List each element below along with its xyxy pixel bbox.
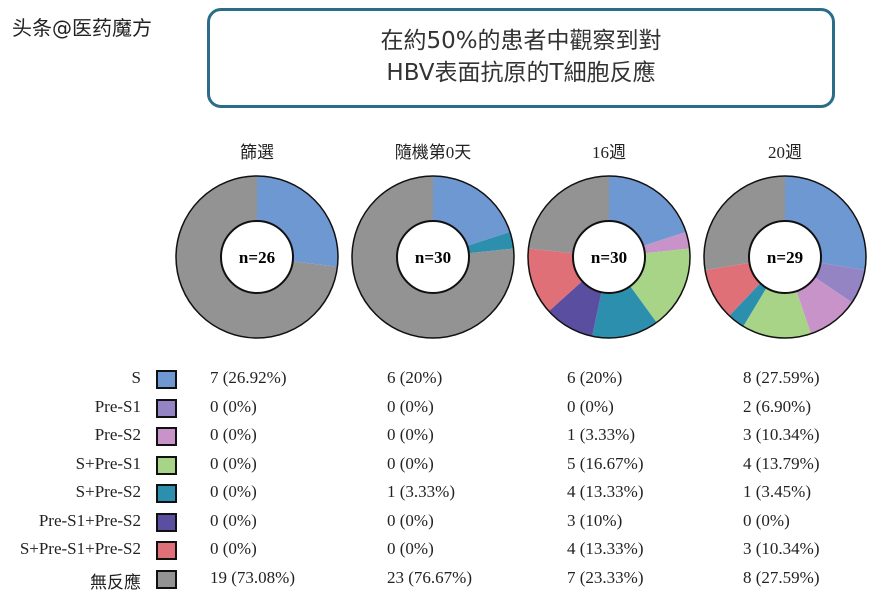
table-cell: 6 (20%)	[567, 368, 623, 387]
table-cell: 0 (0%)	[210, 454, 257, 473]
legend-swatch	[156, 370, 177, 389]
donut-slice-S	[785, 176, 866, 271]
donut-hole	[396, 220, 470, 294]
n-label: n=30	[591, 248, 627, 267]
legend-label: S+Pre-S1	[75, 454, 141, 473]
watermark: 头条@医药魔方	[12, 16, 152, 40]
legend-label: S+Pre-S1+Pre-S2	[19, 539, 141, 558]
table-cell: 3 (10.34%)	[743, 539, 820, 558]
table-cell: 0 (0%)	[210, 539, 257, 558]
column-header: 16週	[592, 143, 626, 162]
donut-slice-S+Pre-S1	[743, 287, 811, 339]
donut-outline	[527, 175, 691, 339]
legend-swatch	[156, 427, 177, 446]
legend-swatch	[156, 513, 177, 532]
table-cell: 7 (23.33%)	[567, 568, 644, 587]
donut-slice-Pre-S2	[643, 231, 690, 254]
donut-slice-Pre-S2	[796, 277, 853, 334]
legend-label: S+Pre-S2	[75, 482, 141, 501]
donut-slice-S+Pre-S1+Pre-S2	[528, 248, 583, 312]
table-cell: 8 (27.59%)	[743, 568, 820, 587]
legend-swatch	[156, 570, 177, 589]
title-box: 在約50%的患者中觀察到對 HBV表面抗原的T細胞反應	[207, 8, 835, 108]
table-cell: 1 (3.45%)	[743, 482, 811, 501]
table-cell: 0 (0%)	[387, 454, 434, 473]
table-cell: 7 (26.92%)	[210, 368, 287, 387]
title-line-1: 在約50%的患者中觀察到對	[380, 28, 662, 54]
column-header: 篩選	[240, 143, 274, 162]
table-cell: 1 (3.33%)	[567, 425, 635, 444]
table-cell: 0 (0%)	[567, 397, 614, 416]
donut-outline	[351, 175, 515, 339]
table-cell: 0 (0%)	[210, 482, 257, 501]
table-cell: 8 (27.59%)	[743, 368, 820, 387]
title-line-2: HBV表面抗原的T細胞反應	[386, 60, 656, 86]
legend-swatch	[156, 456, 177, 475]
legend-label: S	[131, 368, 141, 387]
table-cell: 0 (0%)	[387, 539, 434, 558]
donut-slice-S	[433, 176, 511, 246]
table-cell: 1 (3.33%)	[387, 482, 455, 501]
donut-slice-無反應	[704, 176, 785, 271]
table-cell: 3 (10%)	[567, 511, 623, 530]
n-label: n=30	[415, 248, 451, 267]
legend-label: Pre-S1	[94, 397, 141, 416]
table-cell: 0 (0%)	[387, 397, 434, 416]
table-cell: 6 (20%)	[387, 368, 443, 387]
donut-hole	[220, 220, 294, 294]
donut-slice-Pre-S1	[814, 262, 865, 303]
donut-hole	[572, 220, 646, 294]
table-cell: 0 (0%)	[387, 425, 434, 444]
table-cell: 4 (13.33%)	[567, 539, 644, 558]
table-cell: 0 (0%)	[387, 511, 434, 530]
donut-slice-S+Pre-S1	[630, 248, 690, 323]
donut-slice-無反應	[352, 176, 514, 338]
n-label: n=26	[239, 248, 275, 267]
table-cell: 2 (6.90%)	[743, 397, 811, 416]
column-header: 隨機第0天	[394, 143, 472, 162]
donut-hole	[748, 220, 822, 294]
table-cell: 4 (13.79%)	[743, 454, 820, 473]
table-cell: 0 (0%)	[210, 511, 257, 530]
table-cell: 0 (0%)	[210, 397, 257, 416]
table-cell: 0 (0%)	[743, 511, 790, 530]
legend-label: Pre-S1+Pre-S2	[38, 511, 141, 530]
legend-swatch	[156, 541, 177, 560]
n-label: n=29	[767, 248, 803, 267]
column-header: 20週	[768, 143, 802, 162]
legend-label: Pre-S2	[94, 425, 141, 444]
table-cell: 4 (13.33%)	[567, 482, 644, 501]
donut-slice-S	[257, 176, 338, 267]
donut-slice-S+Pre-S2	[467, 231, 514, 254]
legend-swatch	[156, 484, 177, 503]
legend-swatch	[156, 399, 177, 418]
donut-slice-S	[609, 176, 687, 246]
donut-slice-無反應	[176, 176, 338, 339]
donut-slice-無反應	[528, 176, 609, 254]
donut-outline	[703, 175, 867, 339]
table-cell: 3 (10.34%)	[743, 425, 820, 444]
table-cell: 23 (76.67%)	[387, 568, 472, 587]
table-cell: 5 (16.67%)	[567, 454, 644, 473]
donut-slice-S+Pre-S2	[729, 283, 767, 327]
legend-label: 無反應	[90, 573, 141, 592]
donut-outline	[175, 175, 339, 339]
donut-slice-S+Pre-S2	[592, 286, 657, 338]
table-cell: 19 (73.08%)	[210, 568, 295, 587]
table-cell: 0 (0%)	[210, 425, 257, 444]
